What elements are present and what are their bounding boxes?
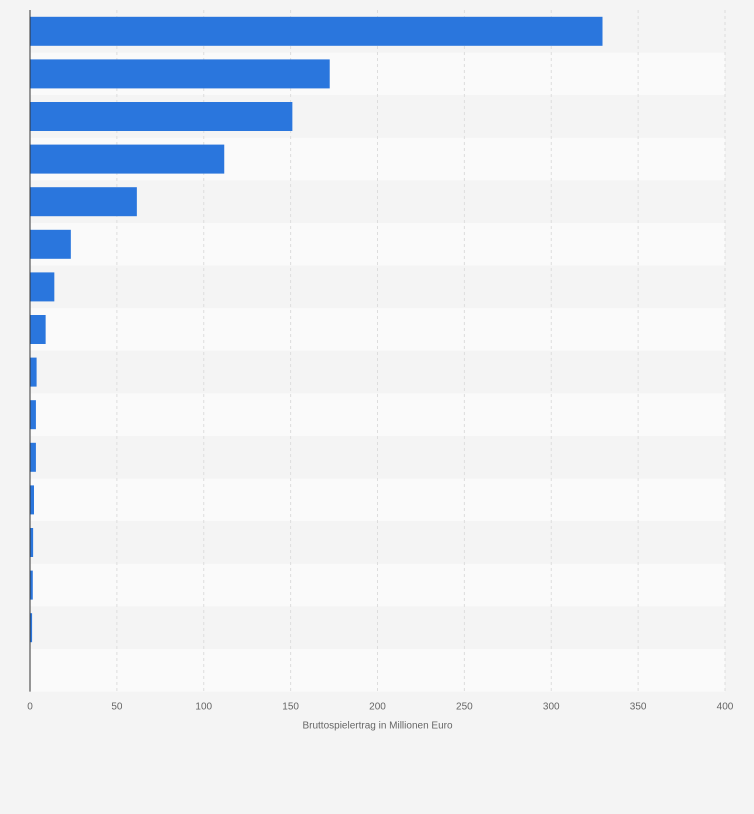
bar[interactable] — [30, 59, 330, 89]
x-tick-label: 150 — [282, 702, 299, 713]
x-tick-label: 200 — [369, 702, 386, 713]
bar[interactable] — [30, 570, 33, 600]
bar[interactable] — [30, 102, 293, 131]
x-tick-label: 0 — [27, 702, 33, 713]
bar[interactable] — [30, 229, 71, 259]
bar[interactable] — [30, 357, 37, 387]
x-tick-label: 350 — [630, 702, 647, 713]
x-tick-label: 50 — [111, 702, 123, 713]
x-tick-labels: 0 50 100 150 200 250 300 350 400 — [27, 702, 734, 713]
bar[interactable] — [30, 16, 603, 46]
x-tick-label: 250 — [456, 702, 473, 713]
bar[interactable] — [30, 442, 36, 472]
bar[interactable] — [30, 144, 225, 174]
bar[interactable] — [30, 400, 36, 430]
bar[interactable] — [30, 613, 33, 643]
bar[interactable] — [30, 528, 34, 557]
x-tick-label: 300 — [543, 702, 560, 713]
bar[interactable] — [30, 485, 34, 515]
x-tick-label: 100 — [195, 702, 212, 713]
bar[interactable] — [30, 272, 55, 302]
bar[interactable] — [30, 315, 46, 344]
x-axis-label: Bruttospielertrag in Millionen Euro — [302, 721, 453, 732]
bar[interactable] — [30, 187, 137, 217]
x-tick-label: 400 — [717, 702, 734, 713]
bars — [30, 16, 603, 643]
